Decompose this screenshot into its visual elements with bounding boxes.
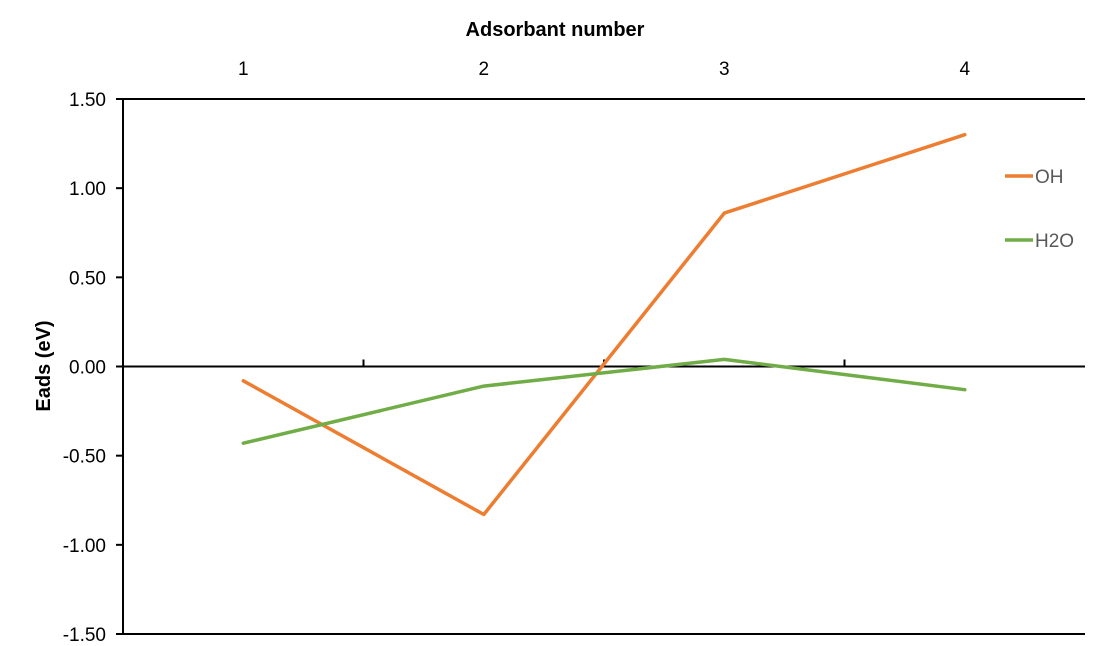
y-tick-label: -1.00 (63, 536, 106, 557)
y-axis-title: Eads (eV) (33, 320, 55, 411)
y-tick-label: 1.00 (69, 179, 106, 200)
x-tick-label: 3 (719, 59, 730, 80)
y-tick-label: 0.00 (69, 358, 106, 379)
x-tick-label: 4 (959, 59, 970, 80)
y-tick-label: 0.50 (69, 268, 106, 289)
series-line-oh (241, 132, 967, 517)
series-line-h2o (241, 357, 967, 445)
x-tick-label: 1 (238, 59, 249, 80)
y-tick-label: -0.50 (63, 447, 106, 468)
x-axis-title: Adsorbant number (466, 19, 645, 41)
legend-label-h2o: H2O (1035, 231, 1074, 252)
y-tick-label: -1.50 (63, 625, 106, 646)
x-tick-label: 2 (478, 59, 489, 80)
y-tick-label: 1.50 (69, 90, 106, 111)
legend-label-oh: OH (1035, 167, 1064, 188)
